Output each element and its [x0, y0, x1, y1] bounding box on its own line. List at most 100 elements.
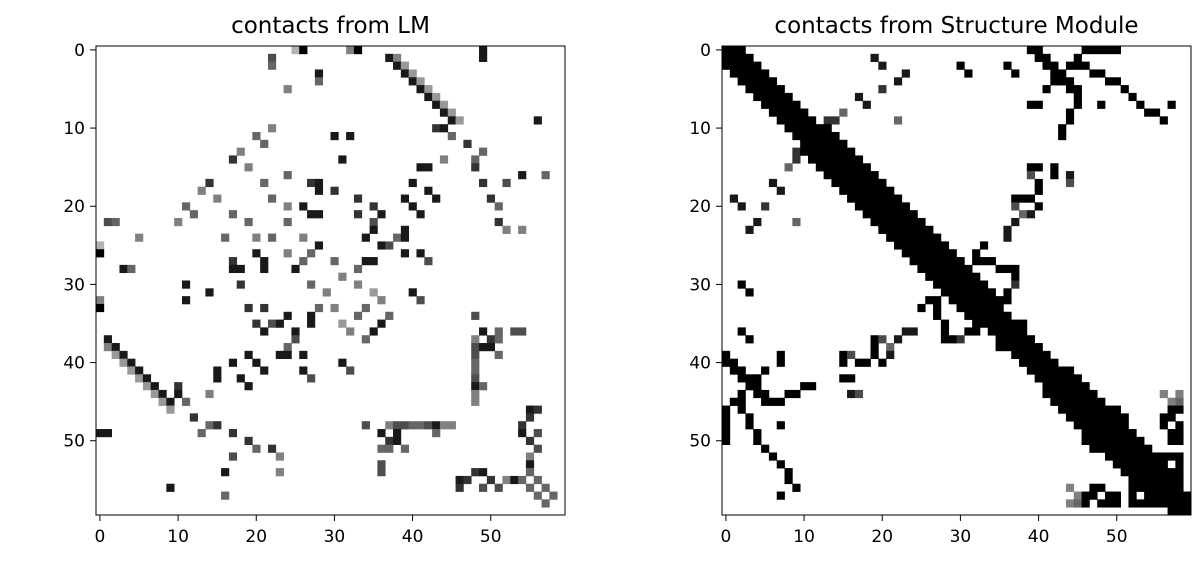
heatmap-cell [979, 311, 989, 320]
heatmap-cell [1065, 85, 1075, 94]
heatmap-cell [400, 225, 410, 234]
heatmap-cell [1097, 436, 1106, 445]
heatmap-cell [1089, 413, 1098, 422]
heatmap-cell [1042, 350, 1051, 360]
heatmap-cell [956, 288, 965, 297]
heatmap-cell [533, 475, 542, 485]
heatmap-cell [369, 257, 378, 266]
heatmap-cell [995, 343, 1004, 352]
heatmap-cell [901, 233, 910, 242]
heatmap-cell [1112, 452, 1121, 461]
heatmap-cell [839, 163, 848, 172]
heatmap-cell [299, 350, 308, 360]
heatmap-cell [1003, 335, 1012, 344]
heatmap-cell [1097, 483, 1106, 492]
heatmap-cell [213, 374, 222, 383]
heatmap-cell [1097, 397, 1106, 406]
heatmap-cell [424, 257, 433, 266]
heatmap-cell [964, 327, 973, 336]
heatmap-cell [275, 468, 284, 477]
heatmap-cell [901, 210, 910, 219]
heatmap-cell [784, 124, 793, 133]
chart-title: contacts from LM [231, 13, 430, 39]
heatmap-cell [494, 483, 503, 492]
heatmap-cell [377, 444, 386, 453]
heatmap-cell [1058, 124, 1067, 133]
heatmap-cell [722, 53, 731, 62]
heatmap-cell [878, 85, 887, 94]
heatmap-cell [878, 178, 887, 188]
heatmap-cell [964, 264, 973, 274]
heatmap-cell [1105, 413, 1114, 422]
heatmap-cell [1042, 374, 1051, 383]
heatmap-cell [839, 374, 848, 383]
heatmap-cell [878, 358, 887, 367]
heatmap-cell [987, 303, 996, 313]
heatmap-cell [761, 366, 770, 375]
heatmap-cell [361, 335, 370, 344]
heatmap-cell [1175, 499, 1184, 508]
x-tick-label: 0 [94, 527, 105, 547]
heatmap-cell [439, 155, 449, 164]
heatmap-cell [823, 163, 832, 172]
heatmap-cell [135, 366, 144, 375]
heatmap-cell [737, 69, 746, 78]
heatmap-cell [925, 257, 934, 266]
heatmap-cell [111, 217, 120, 227]
heatmap-cell [393, 53, 402, 62]
heatmap-cell [1144, 444, 1153, 453]
heatmap-cell [847, 171, 856, 180]
heatmap-cell [197, 186, 206, 195]
heatmap-cell [768, 92, 778, 102]
heatmap-cell [447, 421, 456, 430]
heatmap-cell [893, 241, 903, 250]
heatmap-cell [815, 131, 824, 141]
heatmap-cell [925, 272, 934, 281]
heatmap-cell [541, 483, 550, 492]
heatmap-cell [784, 468, 793, 477]
heatmap-cell [745, 77, 754, 86]
heatmap-cell [807, 139, 817, 148]
heatmap-cell [1081, 46, 1090, 55]
heatmap-cell [533, 405, 542, 414]
heatmap-cell [1026, 194, 1036, 203]
heatmap-cell [917, 303, 926, 313]
heatmap-cell [1003, 327, 1012, 336]
heatmap-cell [956, 280, 965, 289]
heatmap-cell [761, 100, 770, 109]
heatmap-cell [1011, 217, 1020, 227]
heatmap-cell [956, 335, 965, 344]
heatmap-cell [823, 124, 832, 133]
heatmap-cell [252, 444, 261, 453]
heatmap-cell [174, 389, 183, 399]
heatmap-cell [1128, 444, 1137, 453]
heatmap-cell [995, 335, 1004, 344]
heatmap-cell [862, 210, 871, 219]
heatmap-cell [432, 194, 441, 203]
heatmap-cell [784, 108, 793, 117]
heatmap-cell [1011, 327, 1020, 336]
heatmap-cell [267, 444, 277, 453]
heatmap-cell [1097, 100, 1106, 109]
heatmap-cell [103, 335, 112, 344]
heatmap-cell [940, 241, 950, 250]
heatmap-cell [1175, 421, 1184, 430]
heatmap-cell [1144, 475, 1153, 485]
heatmap-cell [964, 272, 973, 281]
heatmap-cell [502, 178, 511, 188]
heatmap-cell [948, 257, 957, 266]
heatmap-cell [831, 147, 840, 156]
heatmap-cell [471, 366, 480, 375]
heatmap-cell [917, 217, 926, 227]
heatmap-cell [494, 335, 503, 344]
heatmap-cell [525, 483, 535, 492]
heatmap-cell [940, 280, 950, 289]
heatmap-cell [940, 327, 950, 336]
heatmap-cell [252, 131, 261, 141]
heatmap-cell [847, 350, 856, 360]
heatmap-cell [541, 171, 550, 180]
heatmap-cell [737, 280, 746, 289]
heatmap-cell [525, 413, 535, 422]
heatmap-cell [393, 233, 402, 242]
heatmap-cell [729, 69, 738, 78]
